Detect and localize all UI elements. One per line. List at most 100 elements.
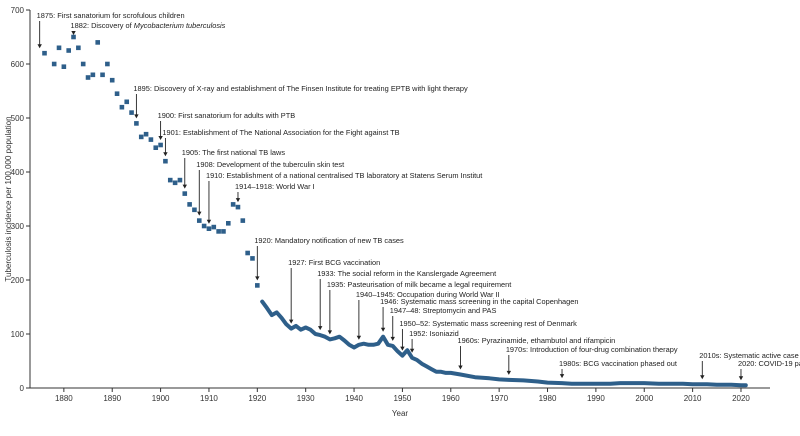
annotation-arrowhead [380,327,386,332]
annotation-label: 1935: Pasteurisation of milk became a le… [327,280,511,289]
annotation: 1905: The first national TB laws [182,148,286,189]
y-tick-label: 0 [20,384,25,393]
annotation: 1960s: Pyrazinamide, ethambutol and rifa… [457,336,615,370]
annotation-arrowhead [163,152,168,157]
data-point-dotted [114,91,120,96]
annotation: 1947–48: Streptomycin and PAS [390,306,497,341]
annotation: 1920: Mandatory notification of new TB c… [254,236,404,281]
data-point-dotted [211,224,217,230]
annotation-layer: 1875: First sanatorium for scrofulous ch… [37,11,800,381]
annotation-arrowhead [158,136,163,140]
annotation: 1980s: BCG vaccination phased out [559,359,677,379]
y-axis-title: Tuberculosis incidence per 100,000 popul… [4,116,13,281]
data-point-dotted [124,99,130,105]
annotation: 1935: Pasteurisation of milk became a le… [327,280,511,335]
incidence-line-solid [260,299,748,388]
data-point-dotted [119,104,125,110]
data-point-dotted [255,283,260,288]
data-point-dotted [240,218,246,223]
annotation-label: 1914–1918: World War I [235,182,315,191]
annotation-label: 1905: The first national TB laws [182,148,286,157]
annotation-label: 1980s: BCG vaccination phased out [559,359,677,368]
y-tick-label: 700 [11,6,25,15]
y-tick-label: 200 [11,276,25,285]
data-point-dotted [56,45,62,51]
annotation-label: 1940–1945: Occupation during World War I… [356,290,500,299]
x-tick-label: 1920 [248,394,266,403]
x-tick-label: 2010 [684,394,702,403]
data-point-dotted [158,142,163,148]
annotation-arrowhead [738,376,744,381]
annotation: 2020: COVID-19 pandemic [738,359,800,381]
annotation-arrowhead [356,335,362,340]
annotation-arrowhead [182,184,187,189]
annotation-arrowhead [409,348,415,353]
data-point-dotted [245,250,250,256]
data-point-dotted [201,223,207,229]
y-tick-label: 400 [11,168,25,177]
data-point-dotted [153,145,159,150]
data-point-dotted [192,207,197,213]
data-point-dotted [129,110,134,115]
annotation-label: 1970s: Introduction of four-drug combina… [506,345,678,354]
axes: 1880 1890 1900 1910 1920 1930 1940 1950 1960 1970… [11,6,770,403]
annotation-label: 1908: Development of the tuberculin skin… [196,160,344,169]
data-point-dotted [235,204,241,210]
data-point-dotted [187,202,192,207]
data-point-dotted [250,256,255,261]
data-point-dotted [85,75,91,80]
data-point-dotted [167,177,173,183]
annotation: 1900: First sanatorium for adults with P… [158,111,296,140]
data-point-dotted [206,226,212,231]
x-tick-label: 2000 [635,394,653,403]
annotation-arrowhead [134,114,139,119]
annotation-arrowhead [400,346,405,351]
data-point-dotted [80,61,86,67]
annotation-label: 1960s: Pyrazinamide, ethambutol and rifa… [457,336,615,345]
x-tick-label: 1910 [200,394,218,403]
data-point-dotted [76,45,81,51]
x-tick-label: 1900 [152,394,170,403]
data-point-dotted [61,64,67,69]
data-point-dotted [177,177,183,183]
data-point-dotted [163,158,168,164]
annotation-label: 1946: Systematic mass screening in the c… [380,297,578,306]
annotation-label: 1900: First sanatorium for adults with P… [158,111,296,120]
x-tick-label: 1970 [490,394,508,403]
annotation-arrowhead [327,330,333,335]
annotation-label: 1950–52: Systematic mass screening rest … [399,319,577,328]
annotation-label: 2020: COVID-19 pandemic [738,359,800,368]
annotation-arrowhead [235,198,241,203]
annotation: 1946: Systematic mass screening in the c… [380,297,579,332]
annotation: 1933: The social reform in the Kanslerga… [317,269,496,331]
annotation-arrowhead [288,319,294,324]
annotation-arrowhead [390,336,395,341]
annotation-arrowhead [197,211,202,216]
data-point-dotted [143,131,149,137]
x-tick-label: 1950 [394,394,412,403]
annotation: 1950–52: Systematic mass screening rest … [399,319,577,351]
x-tick-label: 2020 [732,394,750,403]
data-point-dotted [226,221,231,226]
data-point-dotted [51,61,57,67]
annotation: 1914–1918: World War I [235,182,315,203]
annotation-label: 1910: Establishment of a national centra… [206,171,482,180]
data-point-dotted [71,34,76,40]
data-point-dotted [109,77,115,83]
annotation: 1952: Isoniazid [409,329,459,353]
annotation: 1908: Development of the tuberculin skin… [196,160,344,216]
y-tick-label: 500 [11,114,25,123]
data-point-dotted [95,40,101,45]
data-point-dotted [172,180,178,186]
data-point-dotted [138,134,144,140]
data-point-dotted [100,72,105,78]
annotation-label: 1927: First BCG vaccination [288,258,380,267]
annotation-label: 1895: Discovery of X-ray and establishme… [133,84,468,93]
annotation-label: 1947–48: Streptomycin and PAS [390,306,497,315]
data-point-dotted [134,121,139,126]
annotation: 1927: First BCG vaccination [288,258,380,324]
x-axis-title: Year [392,409,409,418]
x-tick-label: 1960 [442,394,460,403]
annotation-arrowhead [458,365,463,370]
